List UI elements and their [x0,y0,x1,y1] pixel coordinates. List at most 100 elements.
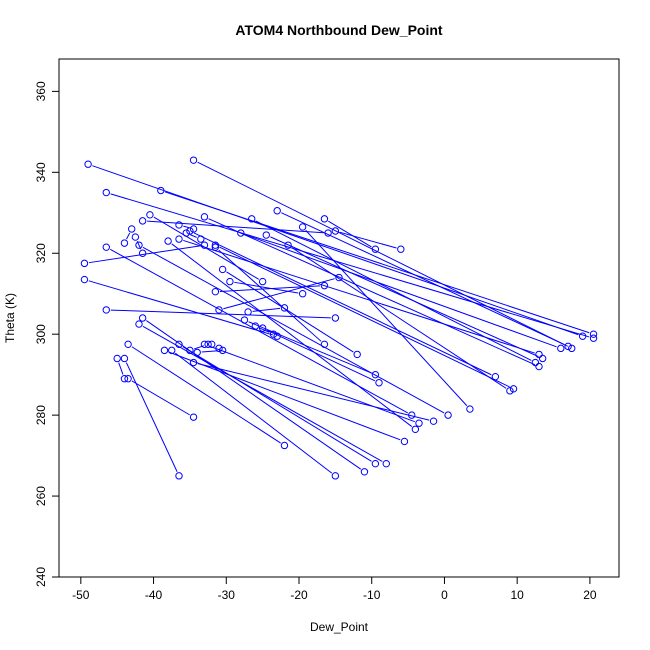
data-point [182,229,190,237]
data-point [280,441,289,450]
data-point [397,245,405,253]
data-point [138,249,147,257]
data-point [128,225,136,233]
data-point [371,370,380,379]
data-point [189,358,198,367]
data-point [102,188,110,197]
series-line-segment [197,363,430,421]
data-point [589,334,598,342]
series-line-segment [218,249,322,342]
data-point [320,340,329,349]
x-tick-label: -40 [145,588,163,602]
data-point [400,437,409,446]
series-line-segment [270,236,539,358]
data-point [102,306,110,314]
x-tick-label: 10 [511,588,525,602]
data-point [164,237,172,245]
data-point [113,354,121,363]
data-point [80,259,89,268]
data-point [226,277,234,286]
y-tick-label: 260 [34,486,48,506]
y-tick-label: 300 [34,324,48,344]
series-line-segment [244,234,557,348]
series-line-segment [164,191,590,334]
series-line-segment [168,351,401,441]
series-line-segment [328,220,372,248]
y-axis-label: Theta (K) [3,293,17,343]
data-point [146,211,154,219]
data-point [466,405,474,413]
series-line-segment [219,246,510,388]
data-point [215,306,223,314]
series-line-segment [92,165,579,336]
series-line-segment [110,193,590,338]
series-line-segment [171,243,413,427]
plot-area-frame [58,58,620,578]
series-line-segment [142,325,383,462]
data-point [320,281,329,290]
series-line-segment [190,234,197,238]
data-point [258,277,267,286]
series-line-segment [281,212,565,345]
data-point [273,207,281,215]
data-point [131,233,140,241]
data-series-layer [80,156,598,480]
data-point [509,385,518,393]
data-point [208,340,216,349]
y-tick-label: 320 [34,243,48,263]
data-point [200,241,209,249]
series-line-segment [174,352,333,474]
data-point [535,362,543,371]
data-point [331,227,340,235]
x-axis: -50 -40 -30 -20 -10 0 10 20 [72,577,597,602]
data-point [200,213,209,221]
data-point [175,472,183,480]
data-point [211,287,220,296]
data-point [193,348,201,357]
data-point [102,243,110,251]
series-line-segment [305,229,468,407]
data-point [124,375,132,383]
series-line-segment [259,327,270,333]
series-line-segment [291,247,507,389]
series-line-segment [183,225,190,229]
data-point [244,308,252,316]
data-point [160,346,169,355]
series-line-segment [208,345,415,423]
y-tick-label: 340 [34,162,48,182]
series-line-segment [131,380,190,416]
series-line-segment [248,321,372,374]
data-point [80,275,89,284]
series-line-segment [142,246,445,414]
series-line-segment [223,278,335,310]
data-point [371,245,380,253]
data-point [531,358,540,367]
data-point [269,330,278,338]
x-tick-label: 0 [441,588,448,602]
data-point [237,229,245,237]
series-line-segment [197,161,568,347]
series-line-segment [126,232,131,240]
series-line-segment [136,240,142,250]
chart-title: ATOM4 Northbound Dew_Point [235,22,442,38]
data-point [218,265,227,274]
data-point [324,229,332,237]
data-point [535,350,543,359]
data-point [204,340,212,349]
data-point [124,340,132,349]
data-point [353,350,361,359]
data-point [215,344,223,353]
data-point [589,330,598,338]
series-line-segment [194,345,204,350]
data-point [157,186,165,195]
data-point [564,342,572,351]
x-axis-label: Dew_Point [310,620,369,634]
series-line-segment [339,231,397,249]
data-point [175,221,183,229]
series-line-segment [88,245,201,264]
data-point [331,472,340,480]
data-point [175,340,183,349]
data-point [135,241,143,249]
data-point [186,227,194,235]
